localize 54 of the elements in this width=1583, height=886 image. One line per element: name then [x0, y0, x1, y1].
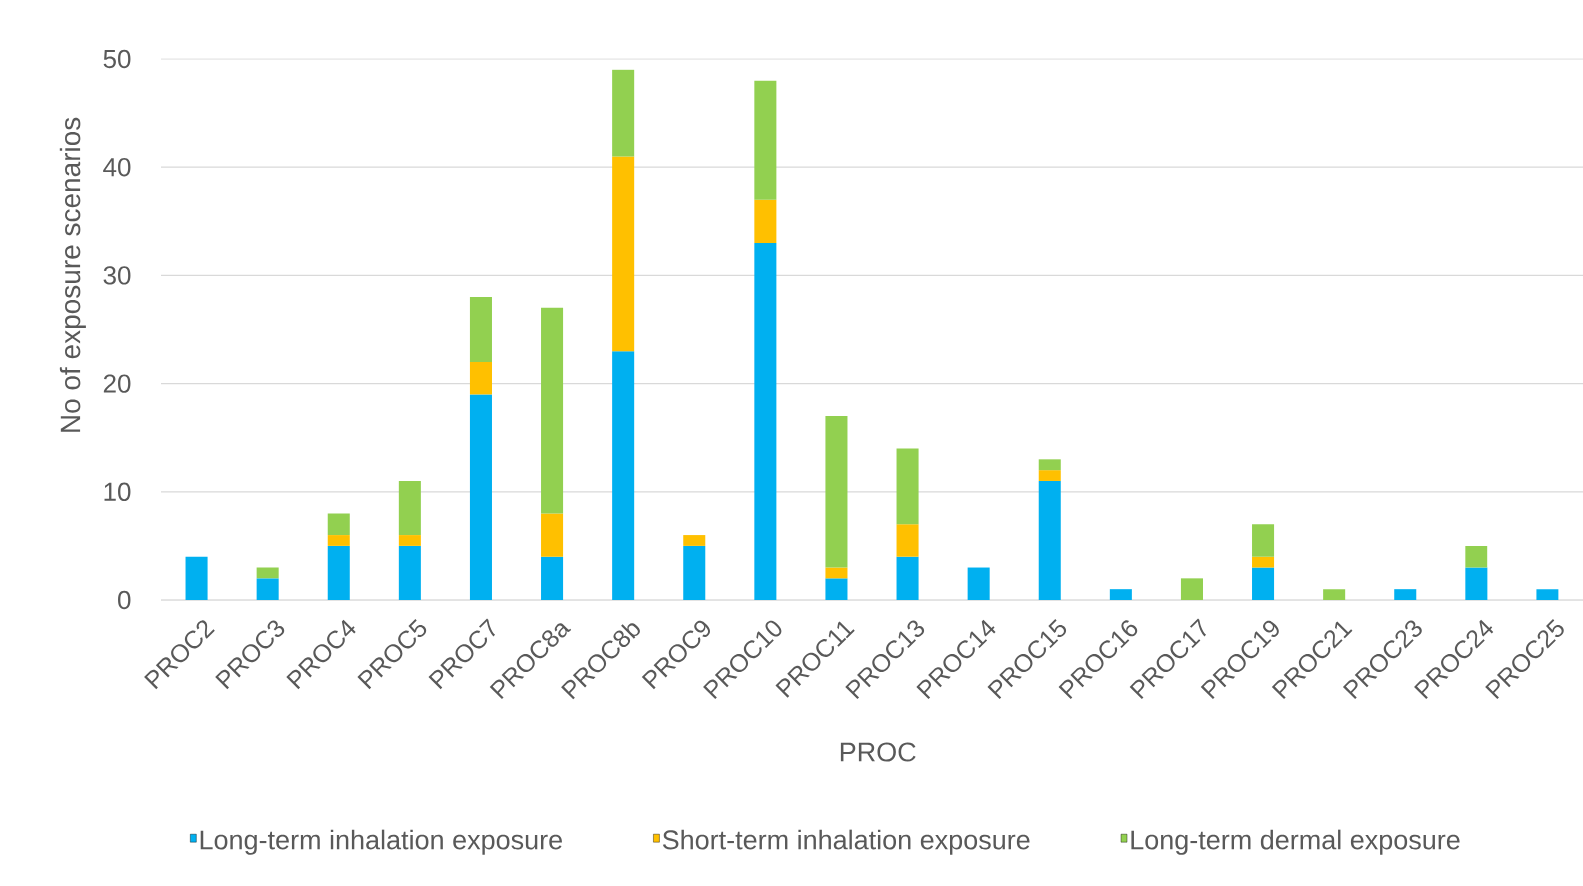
- bar: [1536, 589, 1559, 600]
- y-tick-label: 40: [103, 157, 131, 177]
- bar: [896, 448, 919, 525]
- bar: [541, 307, 564, 514]
- legend-label: Long-term inhalation exposure: [200, 829, 562, 855]
- bar: [825, 567, 848, 579]
- bar: [1252, 556, 1275, 568]
- bar: [754, 80, 777, 200]
- legend-label: Short-term inhalation exposure: [662, 829, 1030, 855]
- bar: [469, 394, 492, 600]
- bar: [1038, 470, 1061, 481]
- y-tick-label: 50: [103, 49, 131, 69]
- bar: [1038, 480, 1061, 600]
- bar: [825, 578, 848, 600]
- y-tick-label: 30: [103, 266, 131, 285]
- bar: [398, 545, 421, 600]
- bar: [327, 513, 350, 536]
- bar: [1252, 524, 1275, 557]
- bar: [327, 545, 350, 600]
- legend-label: Long-term dermal exposure: [1131, 829, 1460, 855]
- y-tick-label: 20: [103, 374, 131, 393]
- bar: [967, 567, 990, 600]
- bar: [469, 361, 492, 395]
- bar: [896, 524, 919, 557]
- bar: [256, 567, 279, 579]
- bar: [1180, 578, 1203, 600]
- bar: [612, 69, 635, 157]
- bar: [1323, 589, 1346, 600]
- bar: [1252, 567, 1275, 600]
- bar: [398, 480, 421, 536]
- bar: [612, 351, 635, 600]
- bar: [398, 535, 421, 546]
- y-tick-label: 0: [118, 590, 131, 610]
- x-axis-title: PROC: [840, 742, 916, 762]
- bar: [754, 242, 777, 600]
- bar: [256, 578, 279, 600]
- bar: [1394, 589, 1417, 600]
- bar: [1465, 567, 1488, 600]
- bar: [185, 556, 208, 600]
- bar: [541, 556, 564, 600]
- y-tick-label: 10: [104, 482, 131, 501]
- bar: [612, 156, 635, 352]
- bar: [896, 556, 919, 600]
- bar: [1109, 589, 1132, 600]
- bar: [754, 199, 777, 243]
- bar: [683, 535, 706, 546]
- bar: [541, 513, 564, 557]
- bar: [683, 545, 706, 600]
- bar: [1038, 459, 1061, 471]
- y-axis-title: No of exposure scenarios: [59, 117, 86, 432]
- bar: [825, 416, 848, 568]
- bar: [469, 297, 492, 362]
- bar: [327, 535, 350, 546]
- bar: [1465, 545, 1488, 568]
